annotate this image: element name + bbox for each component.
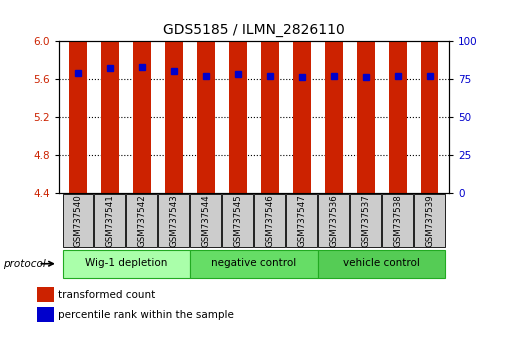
Text: percentile rank within the sample: percentile rank within the sample: [58, 310, 234, 320]
Bar: [102, 0, 119, 193]
Bar: [389, 0, 406, 193]
Text: negative control: negative control: [211, 258, 297, 268]
Bar: [197, 0, 215, 193]
Bar: [69, 0, 87, 193]
Bar: [261, 0, 279, 193]
Text: GSM737540: GSM737540: [74, 194, 83, 247]
Bar: [325, 0, 343, 193]
FancyBboxPatch shape: [286, 194, 317, 247]
FancyBboxPatch shape: [382, 194, 413, 247]
FancyBboxPatch shape: [350, 194, 381, 247]
Bar: [229, 0, 247, 193]
Text: transformed count: transformed count: [58, 290, 156, 300]
FancyBboxPatch shape: [159, 194, 189, 247]
FancyBboxPatch shape: [190, 194, 221, 247]
Text: GSM737538: GSM737538: [393, 194, 402, 247]
Text: Wig-1 depletion: Wig-1 depletion: [85, 258, 167, 268]
Bar: [165, 0, 183, 193]
Text: GSM737547: GSM737547: [298, 194, 306, 247]
Text: GSM737545: GSM737545: [233, 194, 243, 247]
Text: GSM737541: GSM737541: [106, 194, 114, 247]
FancyBboxPatch shape: [222, 194, 253, 247]
FancyBboxPatch shape: [63, 250, 190, 278]
Title: GDS5185 / ILMN_2826110: GDS5185 / ILMN_2826110: [163, 23, 345, 37]
FancyBboxPatch shape: [94, 194, 125, 247]
Text: protocol: protocol: [3, 259, 45, 269]
Text: GSM737537: GSM737537: [361, 194, 370, 247]
FancyBboxPatch shape: [190, 250, 318, 278]
Bar: [37, 307, 54, 322]
Bar: [37, 287, 54, 302]
Text: GSM737544: GSM737544: [202, 194, 210, 247]
Text: GSM737536: GSM737536: [329, 194, 339, 247]
FancyBboxPatch shape: [318, 250, 445, 278]
Text: GSM737546: GSM737546: [265, 194, 274, 247]
Text: vehicle control: vehicle control: [343, 258, 420, 268]
Bar: [293, 0, 311, 193]
FancyBboxPatch shape: [126, 194, 157, 247]
FancyBboxPatch shape: [254, 194, 285, 247]
Text: GSM737542: GSM737542: [137, 194, 147, 247]
FancyBboxPatch shape: [318, 194, 349, 247]
Bar: [357, 0, 374, 193]
FancyBboxPatch shape: [63, 194, 93, 247]
Text: GSM737539: GSM737539: [425, 194, 434, 247]
Bar: [421, 0, 439, 193]
Bar: [133, 0, 151, 193]
FancyBboxPatch shape: [414, 194, 445, 247]
Text: GSM737543: GSM737543: [169, 194, 179, 247]
